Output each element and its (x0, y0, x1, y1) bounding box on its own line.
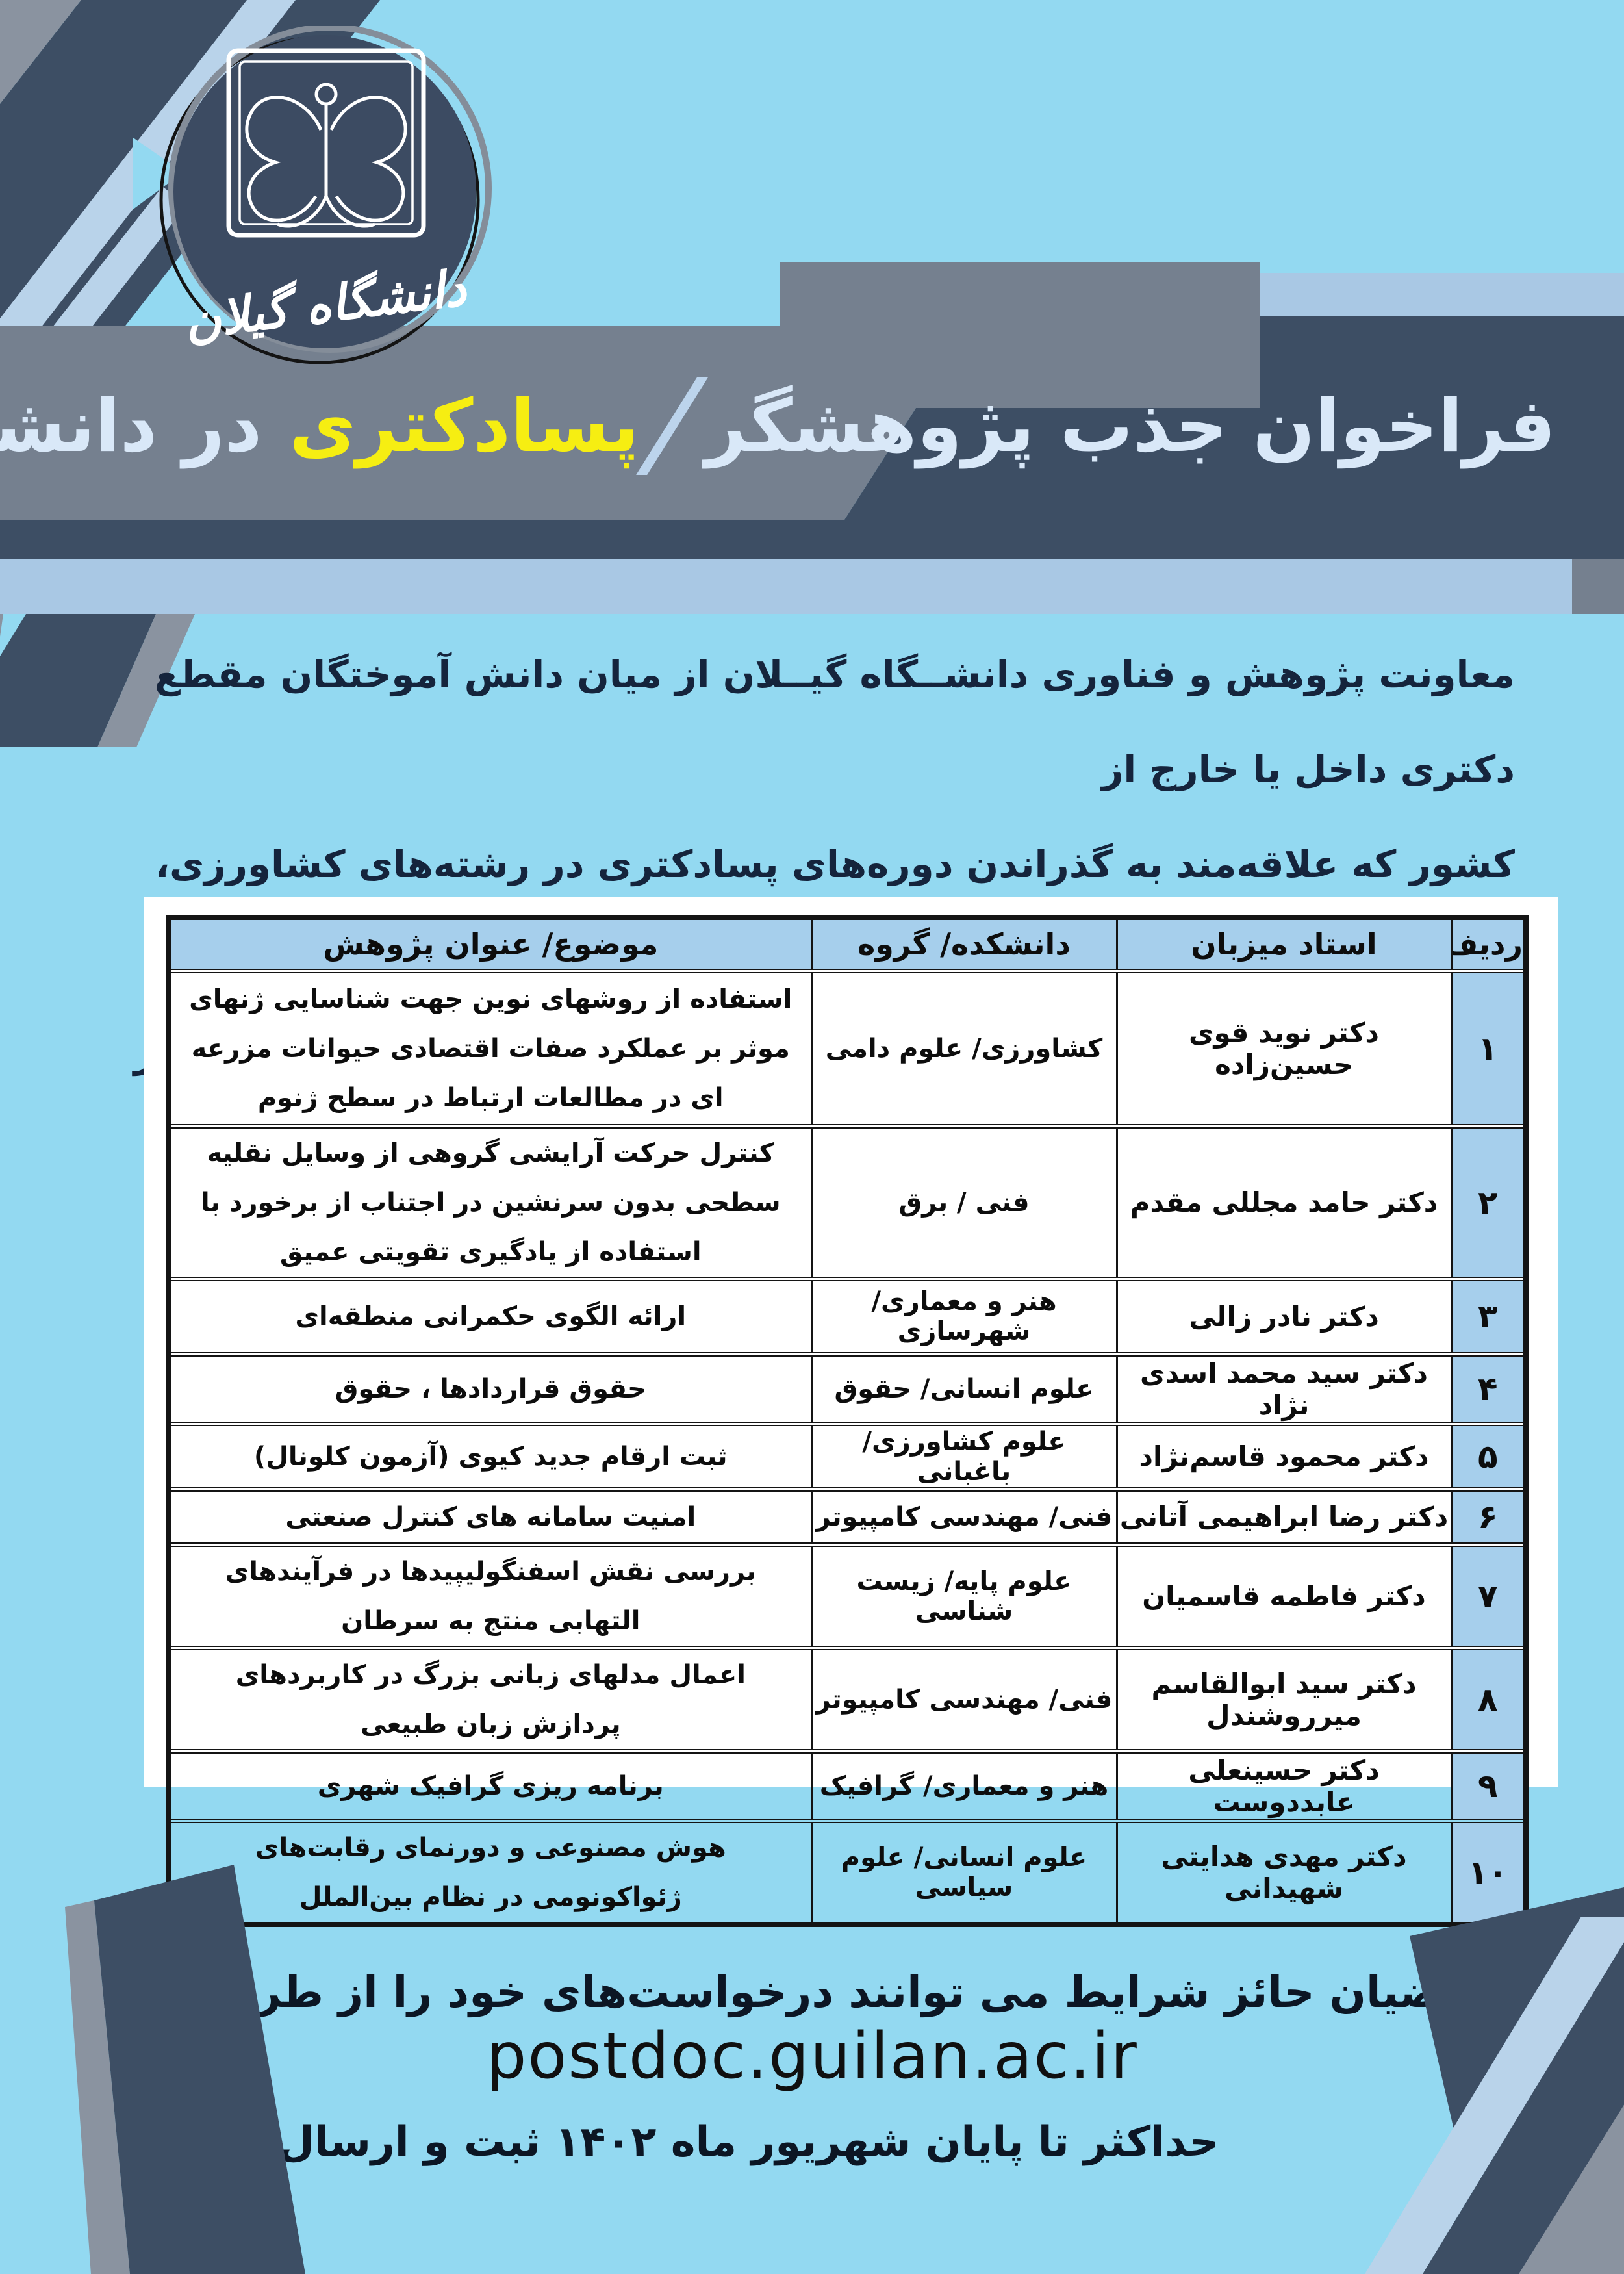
positions-table: ردیف استاد میزبان دانشکده/ گروه موضوع/ ع… (166, 915, 1529, 1927)
decor-gray-tail (97, 614, 195, 747)
poster-title: فراخوان جذب پژوهشگر پسادکتری در دانشگاه … (0, 369, 1556, 483)
cell-faculty: کشاورزی/ علوم دامی (810, 968, 1118, 1127)
decor-bottom-right (1365, 1887, 1624, 2274)
cell-topic: بررسی نقش اسفنگولیپیدها در فرآیندهای الت… (167, 1542, 813, 1649)
cell-faculty: هنر و معماری/ شهرسازی (810, 1276, 1118, 1355)
university-logo-emblem (245, 83, 407, 228)
cell-row-number: ۱ (1450, 968, 1527, 1127)
cell-topic: استفاده از روشهای نوین جهت شناسایی ژنهای… (167, 968, 813, 1127)
header-topic: موضوع/ عنوان پژوهش (167, 916, 813, 972)
cell-row-number: ۹ (1450, 1748, 1527, 1822)
table-row: ۹ دکتر حسینعلی عابددوست هنر و معماری/ گر… (167, 1748, 1527, 1822)
cell-faculty: علوم انسانی/ علوم سیاسی (810, 1818, 1118, 1925)
cell-faculty: علوم کشاورزی/ باغبانی (810, 1421, 1118, 1490)
header-faculty: دانشکده/ گروه (810, 916, 1118, 972)
decor-bl-navy (94, 1865, 305, 2274)
decor-br-light-band (1365, 1917, 1624, 2274)
logo-frame-outer (226, 48, 426, 238)
title-highlight: پسادکتری (289, 383, 639, 468)
decor-light-stripe-2 (39, 186, 186, 364)
cell-topic: ارائه الگوی حکمرانی منطقه‌ای (167, 1276, 813, 1355)
cell-topic: کنترل حرکت آرایشی گروهی از وسایل نقلیه س… (167, 1123, 813, 1280)
logo-ring-gray (168, 26, 492, 353)
decor-bottom-left (65, 1865, 305, 2274)
table-row: ۱۰ دکتر مهدی هدایتی شهیدانی علوم انسانی/… (167, 1818, 1527, 1925)
cell-professor: دکتر مهدی هدایتی شهیدانی (1115, 1818, 1453, 1925)
cell-professor: دکتر نوید قوی حسین‌زاده (1115, 968, 1453, 1127)
cell-row-number: ۴ (1450, 1351, 1527, 1425)
table-row: ۸ دکتر سید ابوالقاسم میرروشندل فنی/ مهند… (167, 1645, 1527, 1752)
logo-frame-inner (238, 60, 414, 225)
decor-navy-tail (0, 614, 156, 747)
cell-faculty: علوم پایه/ زیست شناسی (810, 1542, 1118, 1649)
decor-bl-gray (65, 1900, 130, 2274)
table-row: ۱ دکتر نوید قوی حسین‌زاده کشاورزی/ علوم … (167, 968, 1527, 1127)
cell-professor: دکتر حسینعلی عابددوست (1115, 1748, 1453, 1822)
banner-top-right-strip (1260, 273, 1624, 316)
title-divider (636, 377, 708, 475)
cell-topic: برنامه ریزی گرافیک شهری (167, 1748, 813, 1822)
cell-professor: دکتر سید محمد اسدی نژاد (1115, 1351, 1453, 1425)
cell-professor: دکتر رضا ابراهیمی آتانی (1115, 1487, 1453, 1546)
cell-topic: امنیت سامانه های کنترل صنعتی (167, 1487, 813, 1546)
table-row: ۳ دکتر نادر زالی هنر و معماری/ شهرسازی ا… (167, 1276, 1527, 1355)
header-professor: استاد میزبان (1115, 916, 1453, 972)
decor-sky-notch (133, 138, 183, 209)
cell-professor: دکتر محمود قاسم‌نژاد (1115, 1421, 1453, 1490)
table-row: ۶ دکتر رضا ابراهیمی آتانی فنی/ مهندسی کا… (167, 1487, 1527, 1546)
cell-professor: دکتر نادر زالی (1115, 1276, 1453, 1355)
cell-topic: حقوق قراردادها ، حقوق (167, 1351, 813, 1425)
title-rest: در دانشگاه گیلان (0, 383, 262, 468)
header-row-number: ردیف (1450, 916, 1527, 972)
cell-professor: دکتر سید ابوالقاسم میرروشندل (1115, 1645, 1453, 1752)
cell-topic: ثبت ارقام جدید کیوی (آزمون کلونال) (167, 1421, 813, 1490)
cell-faculty: فنی/ مهندسی کامپیوتر (810, 1645, 1118, 1752)
banner-under-strip (0, 520, 1624, 559)
banner-light-strip (0, 559, 1624, 614)
banner-strip-end-block (1572, 559, 1624, 614)
table-row: ۲ دکتر حامد مجللی مقدم فنی / برق کنترل ح… (167, 1123, 1527, 1280)
footer-link: postdoc.guilan.ac.ir (486, 2019, 1138, 2093)
table-row: ۴ دکتر سید محمد اسدی نژاد علوم انسانی/ ح… (167, 1351, 1527, 1425)
cell-topic: اعمال مدلهای زبانی بزرگ در کاربردهای پرد… (167, 1645, 813, 1752)
cell-faculty: هنر و معماری/ گرافیک (810, 1748, 1118, 1822)
cell-professor: دکتر حامد مجللی مقدم (1115, 1123, 1453, 1280)
cell-faculty: علوم انسانی/ حقوق (810, 1351, 1118, 1425)
university-logo: دانشگاه گیلان (159, 26, 492, 364)
cell-row-number: ۲ (1450, 1123, 1527, 1280)
table-row: ۵ دکتر محمود قاسم‌نژاد علوم کشاورزی/ باغ… (167, 1421, 1527, 1490)
cell-row-number: ۱۰ (1450, 1818, 1527, 1925)
table-row: ۷ دکتر فاطمه قاسمیان علوم پایه/ زیست شنا… (167, 1542, 1527, 1649)
footer-line-1: متقاضیان حائز شرایط می توانند درخواست‌ها… (92, 1967, 1532, 2017)
intro-line-1: معاونت پژوهش و فناوری دانشــگاه گیــلان … (154, 652, 1515, 791)
table-header-row: ردیف استاد میزبان دانشکده/ گروه موضوع/ ع… (167, 916, 1527, 972)
cell-row-number: ۳ (1450, 1276, 1527, 1355)
cell-row-number: ۷ (1450, 1542, 1527, 1649)
title-main: فراخوان جذب پژوهشگر (704, 383, 1556, 468)
cell-row-number: ۸ (1450, 1645, 1527, 1752)
cell-row-number: ۶ (1450, 1487, 1527, 1546)
cell-faculty: فنی / برق (810, 1123, 1118, 1280)
cell-row-number: ۵ (1450, 1421, 1527, 1490)
cell-faculty: فنی/ مهندسی کامپیوتر (810, 1487, 1118, 1546)
cell-topic: هوش مصنوعی و دورنمای رقابت‌های ژئواکونوم… (167, 1818, 813, 1925)
cell-professor: دکتر فاطمه قاسمیان (1115, 1542, 1453, 1649)
